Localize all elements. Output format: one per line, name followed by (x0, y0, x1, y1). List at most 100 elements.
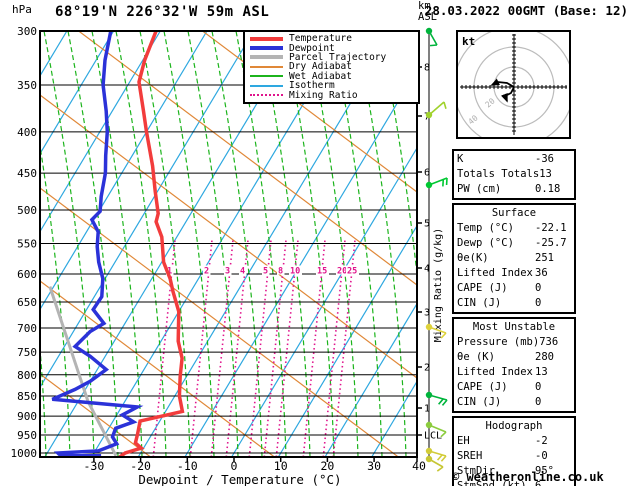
svg-text:LCL: LCL (424, 431, 442, 442)
table-row: StmDir 95° (457, 464, 571, 479)
hodograph-trace (500, 86, 515, 103)
plot-frame (39, 30, 418, 458)
table-row: Pressure (mb) 736 (457, 335, 571, 350)
curve-dewpoint (51, 31, 144, 457)
table-row: Temp (°C) -22.1 (457, 221, 571, 236)
svg-text:900: 900 (17, 410, 37, 423)
legend-item: Temperature (250, 34, 418, 43)
legend-item: Dewpoint (250, 43, 418, 53)
svg-text:0: 0 (231, 459, 238, 473)
table-row: SREH -0 (457, 449, 571, 464)
wind-barb (425, 421, 447, 438)
table-row-value: 13 (539, 168, 552, 180)
table-row-value: 0 (535, 381, 542, 393)
svg-text:500: 500 (17, 204, 37, 217)
table-row: StmSpd (kt) 6 (457, 479, 571, 486)
hodograph-ring-label: 40 (467, 113, 480, 126)
table-row-label: θe(K) (457, 252, 489, 264)
table-row: CAPE (J) 0 (457, 380, 571, 395)
table-row-label: θe (K) (457, 351, 495, 363)
legend-item-label: Mixing Ratio (289, 89, 358, 101)
table-row-value: 0.18 (535, 183, 561, 195)
wind-barb (425, 177, 448, 189)
svg-text:1: 1 (424, 404, 430, 415)
svg-text:4: 4 (424, 264, 430, 275)
table-row-value: 736 (539, 336, 559, 348)
legend-item-label: Temperature (289, 33, 352, 45)
svg-text:3: 3 (424, 308, 430, 319)
table-row: θe(K) 251 (457, 251, 571, 266)
table-row-label: CIN (J) (457, 396, 502, 408)
pressure-unit-label: hPa (12, 3, 32, 16)
wind-barb (425, 27, 438, 47)
footer-credit: © weatheronline.co.uk (452, 470, 604, 484)
table-row-label: Totals Totals (457, 168, 540, 180)
svg-text:400: 400 (17, 126, 37, 139)
table-row-label: Dewp (°C) (457, 237, 514, 249)
wind-barb (425, 447, 447, 462)
legend-item: Parcel Trajectory (250, 53, 418, 62)
indices-box-title: Most Unstable (472, 321, 556, 333)
legend-sample-line (250, 75, 283, 78)
svg-text:600: 600 (17, 268, 37, 281)
altitude-unit-asl: ASL (418, 11, 437, 23)
svg-text:10: 10 (290, 267, 300, 277)
mixing-ratio-axis-label: Mixing Ratio (g/kg) (433, 228, 444, 342)
sounding-curves (48, 31, 185, 457)
svg-text:550: 550 (17, 237, 37, 250)
indices-box-box1: K -36 Totals Totals 13 PW (cm) 0.18 (452, 149, 576, 200)
table-row: Lifted Index 13 (457, 365, 571, 380)
table-row-value: 6 (535, 480, 542, 486)
table-row-value: 95° (535, 465, 554, 477)
indices-box-surface: Surface Temp (°C) -22.1 Dewp (°C) -25.7 θe(K)… (452, 203, 576, 314)
table-row-label: CAPE (J) (457, 381, 508, 393)
table-row: EH -2 (457, 434, 571, 449)
legend-item-label: Parcel Trajectory (289, 51, 387, 63)
svg-text:8: 8 (278, 267, 283, 277)
table-row-label: StmDir (457, 465, 495, 477)
svg-text:-30: -30 (84, 459, 105, 473)
table-row-value: 36 (535, 267, 548, 279)
legend-sample-line (250, 84, 283, 87)
table-row: CIN (J) 0 (457, 296, 571, 311)
legend-box: Temperature Dewpoint Parcel Trajectory Dry … (243, 30, 420, 104)
legend-sample-line (250, 36, 283, 41)
svg-text:750: 750 (17, 346, 37, 359)
table-row-label: PW (cm) (457, 183, 502, 195)
svg-text:4: 4 (240, 267, 245, 277)
svg-text:-20: -20 (130, 459, 151, 473)
wind-barb (425, 455, 444, 472)
svg-text:-10: -10 (177, 459, 198, 473)
altitude-unit-label: km ASL (418, 1, 437, 23)
temperature-axis: -30 -20 -10 0 10 20 30 40 (84, 457, 426, 473)
svg-text:350: 350 (17, 79, 37, 92)
table-row: PW (cm) 0.18 (457, 182, 571, 197)
svg-text:8: 8 (424, 63, 430, 74)
legend-item-label: Isotherm (289, 80, 335, 92)
table-row: Dewp (°C) -25.7 (457, 236, 571, 251)
table-row-value: 0 (535, 282, 542, 294)
table-row-value: -36 (535, 153, 554, 165)
table-row-label: Lifted Index (457, 366, 533, 378)
table-row-value: 251 (535, 252, 554, 264)
wind-barb (425, 101, 447, 119)
indices-panel: K -36 Totals Totals 13 PW (cm) 0.18 Surface Tem… (452, 149, 576, 486)
svg-text:650: 650 (17, 296, 37, 309)
hodograph-trace (490, 78, 515, 88)
table-row-label: Temp (°C) (457, 222, 514, 234)
svg-text:15: 15 (317, 267, 327, 277)
legend-sample-line (250, 46, 283, 51)
table-row: CAPE (J) 0 (457, 281, 571, 296)
svg-text:450: 450 (17, 167, 37, 180)
table-row-value: 0 (535, 297, 542, 309)
mixing-ratio-labels: 1 2 3 4 5 8 10 15 20 25 (166, 265, 359, 277)
table-row-value: -25.7 (535, 237, 567, 249)
svg-text:5: 5 (424, 219, 430, 230)
table-row: Totals Totals 13 (457, 167, 571, 182)
legend-sample-line (250, 65, 283, 68)
table-row-label: EH (457, 435, 470, 447)
svg-text:5: 5 (263, 267, 268, 277)
svg-text:1000: 1000 (11, 447, 38, 460)
wind-barb-column (425, 27, 448, 472)
